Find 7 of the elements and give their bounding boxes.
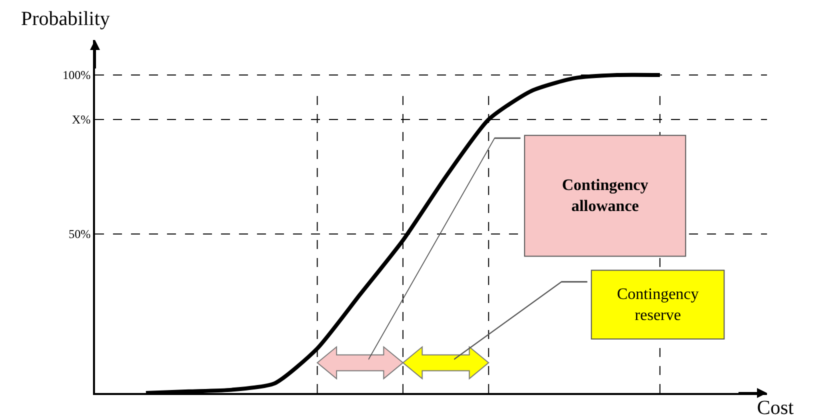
y-tick-label: 100% [62, 68, 91, 82]
x-axis-title: Cost [757, 397, 794, 419]
y-axis-title: Probability [21, 8, 110, 30]
annotation: Contingency allowance [562, 177, 648, 215]
y-tick-label: X% [72, 112, 91, 127]
annotation: Contingency reserve [617, 286, 699, 324]
y-tick-label: 50% [68, 227, 91, 242]
